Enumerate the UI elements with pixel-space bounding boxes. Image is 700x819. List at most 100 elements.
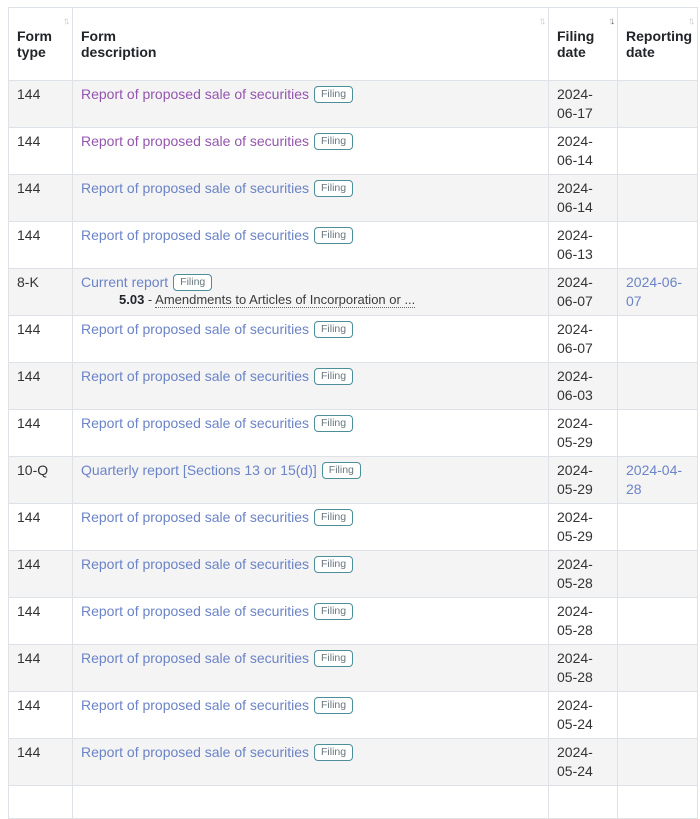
reporting-date-cell bbox=[617, 785, 698, 819]
filing-button[interactable]: Filing bbox=[314, 650, 354, 667]
filing-date-cell: 2024-05-28 bbox=[548, 597, 618, 645]
filing-date-value: 2024-05-29 bbox=[557, 509, 593, 544]
sort-icon[interactable]: ↑↓ bbox=[539, 16, 546, 27]
filing-date-value: 2024-06-13 bbox=[557, 227, 593, 262]
filing-button[interactable]: Filing bbox=[314, 368, 354, 385]
header-form-type[interactable]: Form type ↑↓ bbox=[8, 7, 73, 81]
item-text: Amendments to Articles of Incorporation … bbox=[155, 292, 416, 308]
form-type-cell: 144 bbox=[8, 315, 73, 363]
filing-date-value: 2024-06-07 bbox=[557, 321, 593, 356]
reporting-date-link[interactable]: 2024-06-07 bbox=[626, 274, 683, 309]
filing-button[interactable]: Filing bbox=[314, 227, 354, 244]
header-form-description-label: Form description bbox=[81, 28, 157, 60]
form-type-value: 144 bbox=[17, 133, 41, 149]
filing-button[interactable]: Filing bbox=[314, 744, 354, 761]
filing-button[interactable]: Filing bbox=[321, 462, 361, 479]
filing-date-value: 2024-05-29 bbox=[557, 462, 593, 497]
filing-button[interactable]: Filing bbox=[314, 180, 354, 197]
form-description-cell: Report of proposed sale of securities Fil… bbox=[72, 221, 549, 269]
table-row: 144 Report of proposed sale of securitie… bbox=[8, 80, 698, 128]
filing-button[interactable]: Filing bbox=[314, 509, 354, 526]
form-description-link[interactable]: Report of proposed sale of securities bbox=[81, 86, 310, 102]
filing-date-cell: 2024-06-13 bbox=[548, 221, 618, 269]
sort-icon[interactable]: ↑↓ bbox=[63, 16, 70, 27]
reporting-date-cell: 2024-06-07 bbox=[617, 268, 698, 316]
header-filing-date-label: Filing date bbox=[557, 28, 595, 60]
filing-button[interactable]: Filing bbox=[314, 603, 354, 620]
reporting-date-cell bbox=[617, 644, 698, 692]
form-type-cell: 144 bbox=[8, 597, 73, 645]
filing-button[interactable]: Filing bbox=[314, 86, 354, 103]
form-description-link[interactable]: Report of proposed sale of securities bbox=[81, 368, 310, 384]
form-description-link[interactable]: Quarterly report [Sections 13 or 15(d)] bbox=[81, 462, 317, 478]
filing-date-value: 2024-06-03 bbox=[557, 368, 593, 403]
filing-button[interactable]: Filing bbox=[314, 556, 354, 573]
form-description-link[interactable]: Report of proposed sale of securities bbox=[81, 321, 310, 337]
form-type-cell: 144 bbox=[8, 503, 73, 551]
table-row: 144 Report of proposed sale of securitie… bbox=[8, 127, 698, 175]
reporting-date-cell bbox=[617, 127, 698, 175]
form-description-link[interactable]: Report of proposed sale of securities bbox=[81, 227, 310, 243]
form-type-cell: 144 bbox=[8, 80, 73, 128]
form-description-link[interactable]: Report of proposed sale of securities bbox=[81, 556, 310, 572]
filing-date-value: 2024-06-14 bbox=[557, 180, 593, 215]
form-description-link[interactable]: Current report bbox=[81, 274, 169, 290]
table-body: 144 Report of proposed sale of securitie… bbox=[8, 80, 698, 819]
filing-date-cell: 2024-06-07 bbox=[548, 268, 618, 316]
reporting-date-cell bbox=[617, 597, 698, 645]
form-description-cell: Report of proposed sale of securities Fil… bbox=[72, 550, 549, 598]
reporting-date-cell bbox=[617, 80, 698, 128]
filing-button[interactable]: Filing bbox=[314, 415, 354, 432]
filing-date-value: 2024-05-29 bbox=[557, 415, 593, 450]
header-reporting-date[interactable]: Reporting date ↑↓ bbox=[617, 7, 698, 81]
sort-icon[interactable]: ↑↓ bbox=[608, 16, 615, 27]
table-row: 144 Report of proposed sale of securitie… bbox=[8, 409, 698, 457]
form-description-cell: Report of proposed sale of securities Fil… bbox=[72, 691, 549, 739]
form-description-cell: Current report Filing 5.03 - Amendments t… bbox=[72, 268, 549, 316]
filing-date-value: 2024-06-14 bbox=[557, 133, 593, 168]
table-row: 144 Report of proposed sale of securitie… bbox=[8, 174, 698, 222]
filing-date-cell: 2024-06-03 bbox=[548, 362, 618, 410]
form-description-link[interactable]: Report of proposed sale of securities bbox=[81, 650, 310, 666]
form-type-value: 144 bbox=[17, 227, 41, 243]
form-description-cell: Quarterly report [Sections 13 or 15(d)] F… bbox=[72, 456, 549, 504]
form-description-link[interactable]: Report of proposed sale of securities bbox=[81, 603, 310, 619]
filing-date-cell bbox=[548, 785, 618, 819]
form-description-link[interactable]: Report of proposed sale of securities bbox=[81, 133, 310, 149]
form-description-link[interactable]: Report of proposed sale of securities bbox=[81, 697, 310, 713]
form-description-cell: Report of proposed sale of securities Fil… bbox=[72, 503, 549, 551]
form-description-link[interactable]: Report of proposed sale of securities bbox=[81, 744, 310, 760]
header-reporting-date-label: Reporting date bbox=[626, 28, 693, 60]
filing-date-cell: 2024-05-28 bbox=[548, 550, 618, 598]
form-description-cell: Report of proposed sale of securities Fil… bbox=[72, 315, 549, 363]
sort-icon[interactable]: ↑↓ bbox=[688, 16, 695, 27]
header-filing-date[interactable]: Filing date ↑↓ bbox=[548, 7, 618, 81]
form-type-value: 8-K bbox=[17, 274, 39, 290]
form-description-cell: Report of proposed sale of securities Fil… bbox=[72, 127, 549, 175]
table-row: 144 Report of proposed sale of securitie… bbox=[8, 315, 698, 363]
table-row: 144 Report of proposed sale of securitie… bbox=[8, 550, 698, 598]
form-description-cell: Report of proposed sale of securities Fil… bbox=[72, 80, 549, 128]
form-type-cell: 144 bbox=[8, 644, 73, 692]
filing-date-cell: 2024-05-29 bbox=[548, 456, 618, 504]
header-form-description[interactable]: Form description ↑↓ bbox=[72, 7, 549, 81]
reporting-date-cell bbox=[617, 315, 698, 363]
form-description-link[interactable]: Report of proposed sale of securities bbox=[81, 509, 310, 525]
filing-date-value: 2024-05-24 bbox=[557, 697, 593, 732]
table-row: 144 Report of proposed sale of securitie… bbox=[8, 644, 698, 692]
form-type-cell: 144 bbox=[8, 738, 73, 786]
form-description-link[interactable]: Report of proposed sale of securities bbox=[81, 180, 310, 196]
header-form-type-label: Form type bbox=[17, 28, 52, 60]
table-row: 144 Report of proposed sale of securitie… bbox=[8, 362, 698, 410]
filing-button[interactable]: Filing bbox=[314, 321, 354, 338]
form-description-link[interactable]: Report of proposed sale of securities bbox=[81, 415, 310, 431]
filing-button[interactable]: Filing bbox=[314, 133, 354, 150]
reporting-date-link[interactable]: 2024-04-28 bbox=[626, 462, 683, 497]
form-description-cell: Report of proposed sale of securities Fil… bbox=[72, 597, 549, 645]
filing-date-cell: 2024-05-29 bbox=[548, 503, 618, 551]
reporting-date-cell bbox=[617, 409, 698, 457]
filing-button[interactable]: Filing bbox=[314, 697, 354, 714]
filing-button[interactable]: Filing bbox=[173, 274, 213, 291]
filings-table: Form type ↑↓ Form description ↑↓ Filing … bbox=[8, 7, 698, 819]
form-type-value: 144 bbox=[17, 415, 41, 431]
